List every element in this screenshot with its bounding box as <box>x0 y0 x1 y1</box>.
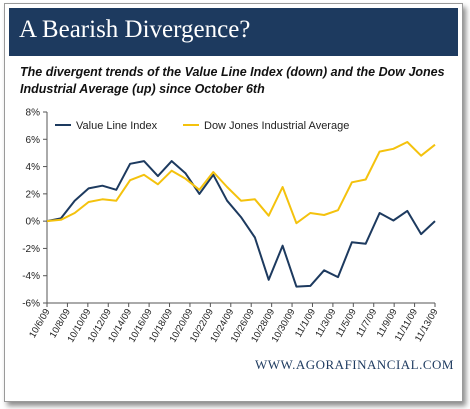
chart-frame: A Bearish Divergence? The divergent tren… <box>4 3 463 402</box>
dow-jones-series <box>46 141 436 225</box>
y-tick-label: 6% <box>26 135 41 146</box>
legend-label: Dow Jones Industrial Average <box>204 120 349 132</box>
value-line-series <box>46 160 436 288</box>
page-title: A Bearish Divergence? <box>19 16 251 43</box>
y-tick-label: -4% <box>22 271 40 282</box>
y-tick-label: -2% <box>22 244 40 255</box>
y-tick-label: -6% <box>22 299 40 310</box>
header-banner: A Bearish Divergence? <box>9 8 458 56</box>
y-tick-label: 0% <box>26 217 41 228</box>
legend-label: Value Line Index <box>76 120 158 132</box>
chart-subtitle: The divergent trends of the Value Line I… <box>20 65 445 96</box>
y-tick-label: 4% <box>26 162 41 173</box>
line-chart: -6%-4%-2%0%2%4%6%8%10/6/0910/8/0910/10/0… <box>22 108 440 345</box>
source-url: WWW.AGORAFINANCIAL.COM <box>254 357 454 372</box>
y-tick-label: 8% <box>26 108 41 119</box>
y-tick-label: 2% <box>26 189 41 200</box>
